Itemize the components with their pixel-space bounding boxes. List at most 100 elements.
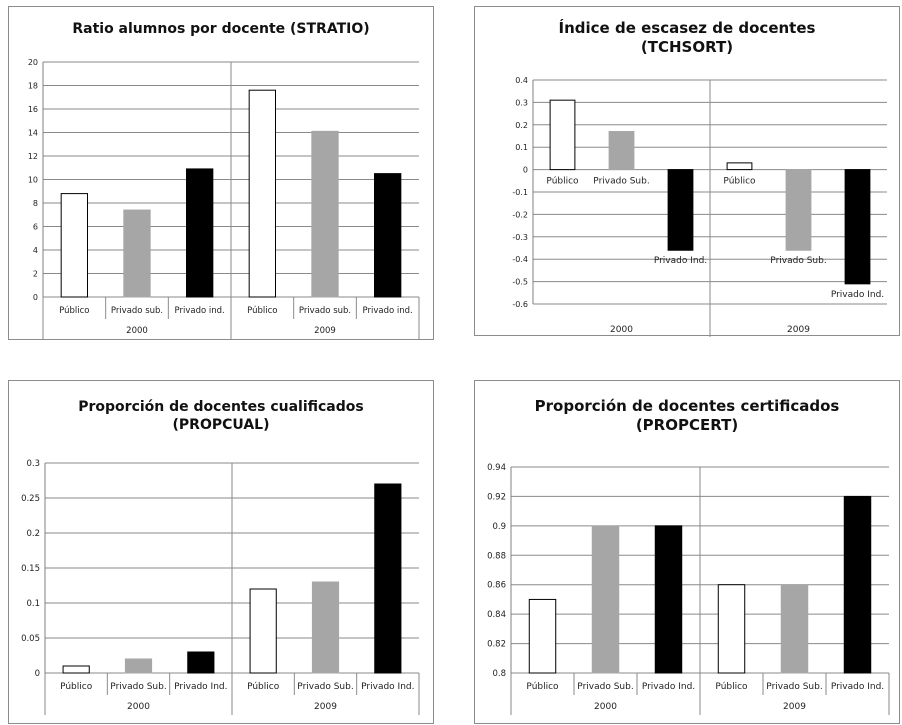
bar xyxy=(608,131,635,171)
chart-panel-propcual: Proporción de docentes cualificados (PRO… xyxy=(8,380,434,724)
y-tick-label: -0.3 xyxy=(512,233,528,242)
y-tick-label: 20 xyxy=(28,58,38,67)
x-tick-label: Privado Ind. xyxy=(831,682,884,692)
y-tick-label: 0.88 xyxy=(487,551,506,561)
bar xyxy=(844,169,871,285)
tchsort-chart-svg: -0.6 -0.5 -0.4 -0.3 -0.2 -0.1 0 0.1 0.2 0.3 0.4 Púb… xyxy=(512,76,887,337)
y-tick-label: 10 xyxy=(28,176,38,185)
bar xyxy=(591,525,620,674)
y-tick-label: 0.2 xyxy=(26,529,40,539)
y-tick-label: -0.5 xyxy=(512,278,528,287)
x-group-label: 2009 xyxy=(783,702,806,712)
bar xyxy=(186,168,214,298)
bar xyxy=(374,483,402,674)
y-tick-label: 0.25 xyxy=(21,494,40,504)
y-tick-label: -0.1 xyxy=(512,188,528,197)
bar xyxy=(843,495,872,674)
chart-panel-stratio: Ratio alumnos por docente (STRATIO) 0 2 4 6… xyxy=(8,6,434,340)
y-tick-label: -0.4 xyxy=(512,255,528,264)
chart-title-line: Índice de escasez de docentes xyxy=(558,19,816,37)
bar xyxy=(62,665,90,674)
chart-title-line: (PROPCERT) xyxy=(635,415,739,434)
y-tick-label: 0.82 xyxy=(487,640,506,650)
y-tick-label: 0.05 xyxy=(21,634,40,644)
y-tick-label: 0.1 xyxy=(515,143,528,152)
y-tick-label: 0.94 xyxy=(487,463,506,473)
x-tick-label: Público xyxy=(715,682,748,692)
bar xyxy=(528,598,557,674)
x-tick-label: Privado Sub. xyxy=(110,682,166,692)
chart-title: Proporción de docentes cualificados (PRO… xyxy=(9,399,433,434)
x-tick-label: Privado ind. xyxy=(363,306,413,316)
bar xyxy=(667,169,694,251)
y-tick-label: 12 xyxy=(28,152,38,161)
y-tick-label: 16 xyxy=(28,105,38,114)
bar xyxy=(549,99,576,171)
x-tick-label: Privado ind. xyxy=(175,306,225,316)
bar xyxy=(249,588,277,674)
x-tick-label: Privado Ind. xyxy=(642,682,695,692)
x-tick-label: Público xyxy=(723,177,756,187)
chart-panel-propcert: Proporción de docentes certificados (PRO… xyxy=(474,380,900,724)
x-group-label: 2000 xyxy=(126,326,148,336)
chart-title-line: (TCHSORT) xyxy=(640,37,734,56)
x-tick-label: Privado Ind. xyxy=(174,682,227,692)
y-tick-label: 0.2 xyxy=(515,121,528,130)
chart-title-line: Ratio alumnos por docente (STRATIO) xyxy=(72,21,370,37)
x-group-label: 2009 xyxy=(314,702,337,712)
stratio-chart-svg: 0 2 4 6 8 10 12 14 16 18 20 Público Privado sub. Priv… xyxy=(28,58,420,339)
bar xyxy=(311,130,339,298)
bar xyxy=(780,584,809,674)
x-tick-label: Privado Sub. xyxy=(297,682,353,692)
bar xyxy=(124,658,153,674)
propcert-chart-svg: 0.8 0.82 0.84 0.86 0.88 0.9 0.92 0.94 Público Pri… xyxy=(487,463,890,715)
x-tick-label: Privado sub. xyxy=(111,306,163,316)
x-tick-label: Privado sub. xyxy=(299,306,351,316)
bar xyxy=(785,169,812,251)
y-tick-label: 0.9 xyxy=(492,522,506,532)
bar xyxy=(187,651,215,674)
x-tick-label: Privado Ind. xyxy=(654,256,707,266)
x-tick-label: Público xyxy=(60,682,93,692)
chart-title: Ratio alumnos por docente (STRATIO) xyxy=(9,21,433,39)
x-tick-label: Privado Ind. xyxy=(831,290,884,300)
x-tick-label: Público xyxy=(247,682,280,692)
chart-title: Proporción de docentes certificados (PRO… xyxy=(475,397,899,435)
x-tick-label: Privado Ind. xyxy=(361,682,414,692)
x-tick-label: Público xyxy=(526,682,559,692)
y-tick-label: -0.2 xyxy=(512,210,528,219)
chart-title-line: (PROPCUAL) xyxy=(172,416,270,433)
x-tick-label: Privado Sub. xyxy=(770,256,826,266)
x-tick-label: Público xyxy=(247,306,277,316)
x-group-label: 2000 xyxy=(127,702,150,712)
y-tick-label: 0 xyxy=(523,166,528,175)
x-tick-label: Privado Sub. xyxy=(577,682,633,692)
chart-title-line: Proporción de docentes certificados xyxy=(534,397,840,415)
y-tick-label: 8 xyxy=(33,199,38,208)
bar xyxy=(60,193,88,298)
y-tick-label: -0.6 xyxy=(512,300,528,309)
y-tick-label: 0.4 xyxy=(515,76,528,85)
y-tick-label: 0.15 xyxy=(21,564,40,574)
y-tick-label: 6 xyxy=(33,223,38,232)
y-tick-label: 14 xyxy=(28,129,38,138)
bar xyxy=(717,584,746,674)
x-group-label: 2009 xyxy=(314,326,336,336)
chart-title-line: Proporción de docentes cualificados xyxy=(78,399,364,415)
bar xyxy=(311,581,340,674)
bar xyxy=(654,525,683,674)
y-tick-label: 18 xyxy=(28,82,38,91)
y-tick-label: 0.92 xyxy=(487,492,506,502)
bar xyxy=(123,209,151,298)
x-tick-label: Público xyxy=(546,177,579,187)
y-tick-label: 0 xyxy=(35,669,40,679)
x-tick-label: Privado Sub. xyxy=(593,177,649,187)
y-tick-label: 0.84 xyxy=(487,610,506,620)
x-group-label: 2009 xyxy=(787,325,810,335)
chart-panel-tchsort: Índice de escasez de docentes (TCHSORT) … xyxy=(474,6,900,337)
bar xyxy=(726,162,753,171)
y-tick-label: 0 xyxy=(33,293,38,302)
propcual-chart-svg: 0 0.05 0.1 0.15 0.2 0.25 0.3 Público Privado Sub… xyxy=(21,459,420,715)
y-tick-label: 4 xyxy=(33,246,38,255)
y-tick-label: 0.1 xyxy=(26,599,40,609)
